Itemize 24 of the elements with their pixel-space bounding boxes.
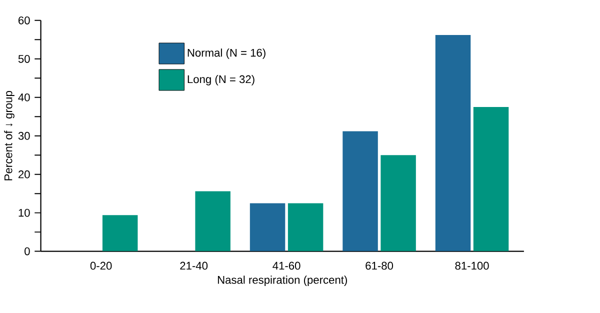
bar bbox=[473, 107, 509, 252]
bar bbox=[435, 35, 471, 252]
bar bbox=[380, 155, 416, 252]
y-tick-label: 30 bbox=[18, 132, 30, 140]
x-tick-label: 0-20 bbox=[90, 262, 112, 270]
bar bbox=[195, 192, 230, 252]
bar bbox=[102, 215, 138, 252]
x-tick-label: 41-60 bbox=[272, 262, 300, 270]
bar bbox=[250, 203, 286, 252]
bar bbox=[342, 131, 378, 252]
y-axis-title: Percent of ↓ group bbox=[4, 91, 14, 180]
x-tick-label: 21-40 bbox=[180, 262, 208, 270]
legend-label: Normal (N = 16) bbox=[188, 48, 266, 60]
y-tick-label: 40 bbox=[18, 94, 30, 102]
x-axis-title: Nasal respiration (percent) bbox=[218, 276, 347, 286]
y-tick-label: 0 bbox=[24, 248, 30, 256]
y-tick-label: 10 bbox=[18, 209, 30, 218]
x-tick-label: 81-100 bbox=[455, 262, 489, 270]
legend-label: Long (N = 32) bbox=[188, 75, 254, 86]
bar bbox=[288, 203, 324, 252]
y-tick-label: 60 bbox=[18, 16, 30, 25]
y-tick-label: 50 bbox=[18, 55, 30, 64]
x-tick-label: 61-80 bbox=[366, 262, 394, 270]
y-tick-label: 20 bbox=[18, 170, 30, 179]
